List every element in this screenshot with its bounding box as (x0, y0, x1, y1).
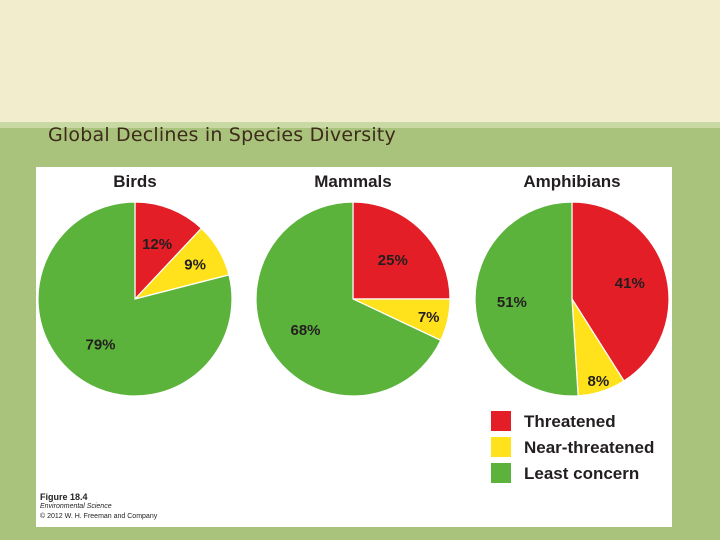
pie-chart-birds: Birds 12% 9% 79% (37, 172, 233, 397)
slide-title: Global Declines in Species Diversity (48, 124, 396, 146)
pie-data-label: 79% (85, 337, 115, 354)
pie-data-label: 7% (418, 309, 440, 326)
legend-label: Threatened (524, 412, 616, 431)
pie-title: Birds (113, 172, 156, 191)
figure-book: Environmental Science (40, 503, 112, 510)
figure-panel: Birds 12% 9% 79% Mammals 25% 7% 68% Amphibians 41… (36, 167, 672, 527)
pie-data-label: 12% (142, 236, 172, 253)
pie-slice-least-concern (255, 201, 442, 397)
pie-chart-amphibians: Amphibians 41% 8% 51% (474, 172, 670, 397)
pie-charts: Birds 12% 9% 79% Mammals 25% 7% 68% Amphibians 41… (37, 172, 670, 483)
legend-swatch-least-concern (491, 463, 511, 483)
pie-chart-mammals: Mammals 25% 7% 68% (255, 172, 451, 397)
pie-slice-least-concern (37, 201, 233, 397)
pie-title: Amphibians (523, 172, 620, 191)
figure-number: Figure 18.4 (40, 492, 88, 502)
pie-data-label: 25% (378, 252, 408, 269)
pie-slice-threatened (134, 201, 203, 301)
figure-copyright: © 2012 W. H. Freeman and Company (40, 513, 158, 520)
pie-data-label: 51% (497, 294, 527, 311)
chart-legend: Threatened Near-threatened Least concern (491, 411, 654, 483)
pie-data-label: 68% (290, 322, 320, 339)
legend-swatch-near-threatened (491, 437, 511, 457)
pie-data-label: 41% (615, 275, 645, 292)
pie-slice-threatened (352, 201, 451, 300)
slide-header-band (0, 0, 720, 122)
pie-title: Mammals (314, 172, 391, 191)
header-separator (0, 122, 720, 128)
figure-caption: Figure 18.4 Environmental Science © 2012… (40, 492, 157, 522)
pie-data-label: 8% (588, 373, 610, 390)
legend-label: Near-threatened (524, 438, 654, 457)
legend-label: Least concern (524, 464, 639, 483)
legend-swatch-threatened (491, 411, 511, 431)
pie-data-label: 9% (184, 256, 206, 273)
pie-slice-least-concern (474, 201, 579, 397)
